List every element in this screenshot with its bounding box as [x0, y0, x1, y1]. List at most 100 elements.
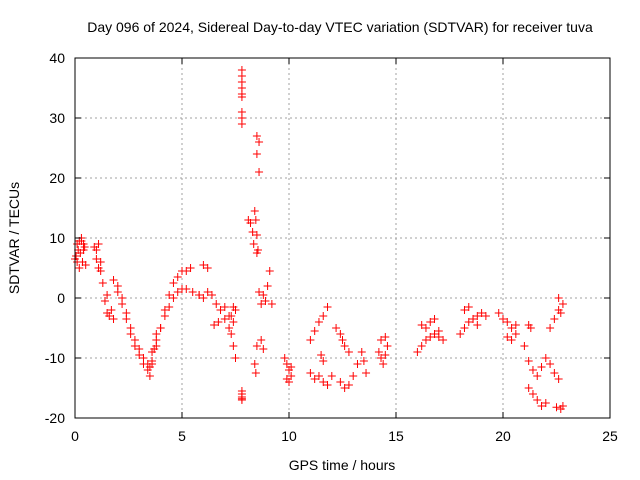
data-point: [344, 348, 353, 356]
data-point: [524, 384, 533, 392]
data-point: [558, 402, 567, 410]
data-point: [77, 237, 86, 245]
data-point: [252, 342, 261, 350]
data-point: [340, 342, 349, 350]
data-point: [237, 90, 246, 98]
data-point: [96, 258, 105, 266]
data-point: [229, 318, 238, 326]
data-point: [203, 288, 212, 296]
data-point: [195, 291, 204, 299]
data-point: [524, 357, 533, 365]
data-point: [156, 324, 165, 332]
data-point: [280, 354, 289, 362]
data-point: [257, 300, 266, 308]
data-point: [259, 345, 268, 353]
data-point: [499, 315, 507, 323]
data-point: [252, 132, 261, 140]
data-point: [237, 114, 246, 122]
data-point: [109, 276, 118, 284]
data-point: [456, 330, 465, 338]
y-tick-labels: -20 -10 0 10 20 30 40: [45, 50, 65, 426]
data-point: [319, 378, 328, 386]
data-point: [231, 354, 240, 362]
data-point: [251, 369, 260, 377]
data-point: [169, 279, 178, 287]
data-point: [152, 336, 161, 344]
data-point: [100, 297, 109, 305]
data-point: [173, 288, 182, 296]
y-tick-label: 0: [57, 290, 65, 306]
data-point: [503, 318, 512, 326]
data-point: [165, 291, 174, 299]
data-point: [554, 375, 563, 383]
data-point: [145, 372, 154, 380]
data-point: [377, 354, 386, 362]
data-point: [261, 297, 270, 305]
y-axis-label: SDTVAR / TECUs: [6, 182, 22, 294]
data-point: [237, 394, 246, 403]
data-point: [165, 303, 174, 311]
data-point: [546, 360, 555, 368]
data-point: [417, 321, 426, 329]
data-point: [139, 354, 148, 362]
data-point: [231, 306, 240, 314]
data-point: [227, 330, 236, 338]
data-point: [413, 348, 422, 356]
data-point: [344, 381, 353, 389]
data-point: [554, 294, 563, 302]
data-point: [494, 309, 503, 317]
y-tick-label: 10: [49, 230, 65, 246]
data-point: [511, 330, 520, 338]
data-point: [319, 312, 328, 320]
data-point: [109, 315, 118, 323]
data-point: [96, 267, 105, 275]
data-point: [359, 357, 368, 365]
data-point: [314, 372, 323, 380]
data-point: [250, 207, 259, 215]
data-point: [327, 372, 336, 380]
data-point: [81, 261, 90, 269]
data-point: [237, 387, 246, 395]
data-point: [481, 312, 490, 320]
data-point: [287, 372, 296, 380]
data-point: [212, 300, 221, 308]
data-point: [317, 351, 326, 359]
data-point: [306, 369, 315, 377]
data-point: [126, 324, 135, 332]
data-point: [362, 369, 371, 377]
data-point: [541, 354, 550, 362]
data-point: [118, 294, 127, 302]
data-point: [338, 336, 347, 344]
data-point: [148, 348, 157, 356]
data-point: [188, 288, 197, 296]
data-point: [520, 342, 529, 350]
x-tick-label: 10: [281, 428, 297, 444]
data-point: [323, 381, 332, 389]
data-point: [319, 357, 328, 365]
y-tick-label: 20: [49, 170, 65, 186]
data-point: [460, 324, 469, 332]
grid-lines: [75, 58, 610, 418]
data-points: [71, 66, 567, 413]
data-point: [237, 66, 246, 74]
data-point: [336, 330, 345, 338]
data-point: [285, 378, 293, 386]
data-point: [130, 336, 139, 344]
data-point: [237, 78, 246, 86]
data-point: [229, 342, 238, 350]
x-tick-label: 15: [388, 428, 404, 444]
data-point: [552, 403, 561, 412]
data-point: [250, 360, 259, 368]
data-point: [546, 324, 555, 332]
data-point: [145, 363, 154, 371]
data-point: [103, 291, 112, 299]
data-point: [160, 312, 169, 320]
data-point: [503, 333, 512, 341]
data-point: [251, 216, 260, 224]
data-point: [255, 138, 264, 146]
data-point: [73, 258, 82, 266]
data-point: [216, 306, 225, 314]
data-point: [310, 327, 319, 335]
data-point: [267, 300, 276, 308]
x-tick-label: 20: [495, 428, 511, 444]
